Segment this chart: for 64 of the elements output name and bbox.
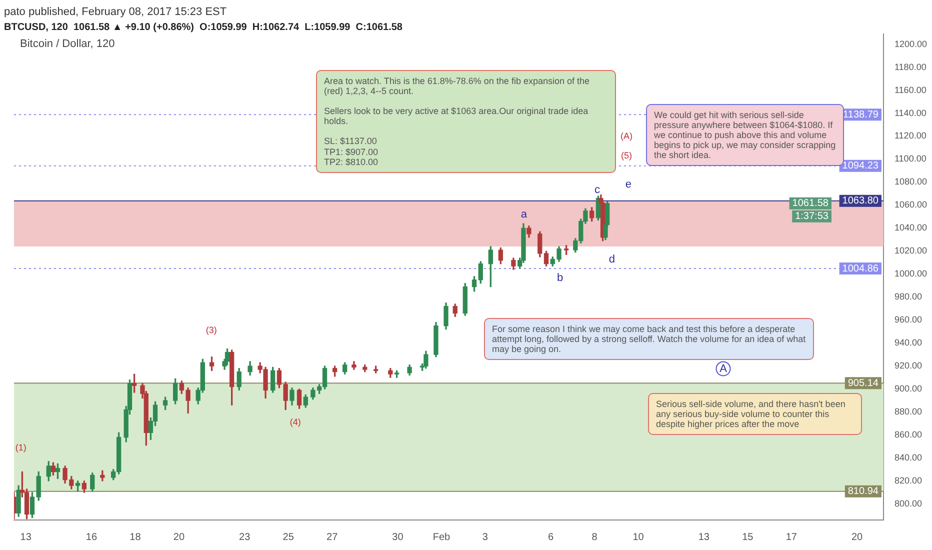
- x-tick-label: 30: [392, 532, 404, 543]
- note-box: Serious sell-side volume, and there hasn't been any serious buy-side volume to counter this despite higher prices after the move: [648, 393, 862, 436]
- x-tick-label: 16: [86, 532, 98, 543]
- y-tick-label: 1080.00: [894, 176, 928, 187]
- annotation: (3): [206, 325, 217, 336]
- y-tick-label: 920.00: [894, 360, 922, 371]
- x-tick-label: Feb: [432, 532, 450, 543]
- ref-line-label: 1004.86: [842, 263, 879, 274]
- y-tick-label: 860.00: [894, 429, 922, 440]
- ref-line-label: 1094.23: [842, 160, 879, 172]
- y-tick-label: 1140.00: [894, 108, 926, 118]
- chart-title: Bitcoin / Dollar, 120: [20, 38, 115, 50]
- y-tick-label: 1200.00: [894, 38, 928, 49]
- x-tick-label: 8: [592, 532, 598, 543]
- annotation: d: [608, 253, 615, 266]
- x-tick-label: 13: [20, 532, 32, 543]
- note-box: For some reason I think we may come back and test this before a desperate attempt long, followed by a strong selloff. Watch the volume for an idea of what may be going on.: [484, 318, 814, 360]
- annotation: A: [720, 362, 728, 375]
- annotation: a: [520, 208, 528, 221]
- y-tick-label: 820.00: [894, 475, 922, 486]
- x-tick-label: 25: [282, 532, 294, 543]
- y-tick-label: 1160.00: [894, 84, 926, 95]
- y-tick-label: 840.00: [894, 452, 922, 462]
- x-tick-label: 10: [632, 532, 644, 543]
- annotation: c: [594, 184, 600, 196]
- y-tick-label: 880.00: [894, 406, 922, 416]
- annotation: 1:37:53: [795, 211, 829, 222]
- x-tick-label: 17: [786, 532, 798, 543]
- y-tick-label: 1000.00: [894, 268, 928, 279]
- x-tick-label: 18: [130, 532, 142, 543]
- note-box: We could get hit with serious sell-side pressure anywhere between $1064-$1080. If we continue to push above this and volume begins to pick up, we may consider scrapping the short idea.: [646, 104, 844, 166]
- y-tick-label: 1120.00: [894, 130, 926, 141]
- annotation: (1): [15, 442, 26, 452]
- annotation: e: [625, 178, 632, 190]
- annotation: (A): [620, 130, 633, 141]
- y-tick-label: 960.00: [894, 314, 922, 325]
- y-tick-label: 1060.00: [894, 200, 928, 210]
- ref-line-label: 1138.79: [843, 109, 879, 120]
- x-tick-label: 23: [239, 532, 251, 543]
- note-box: Area to watch. This is the 61.8%-78.6% on the fib expansion of the (red) 1,2,3, 4--5 count. Sellers look to be very active at $1063 area.Our original trade idea holds. SL: $1137.00 TP1: $907.00 TP2: $810.00: [316, 70, 616, 173]
- annotation: (4): [290, 416, 301, 427]
- x-tick-label: 27: [326, 532, 338, 543]
- ref-line-label: 810.94: [848, 486, 879, 498]
- annotation: (5): [621, 150, 632, 160]
- x-tick-label: 3: [482, 532, 488, 543]
- x-tick-label: 20: [851, 532, 864, 543]
- y-tick-label: 1180.00: [894, 62, 926, 72]
- text: pato published, February 08, 2017 15:23 EST: [4, 6, 227, 18]
- ref-line-label: 905.14: [848, 378, 879, 389]
- x-tick-label: 6: [548, 532, 554, 543]
- y-tick-label: 980.00: [894, 292, 922, 302]
- text: BTCUSD, 120 1061.58 ▲ +9.10 (+0.86%) O:1059.99 H:1062.74 L:1059.99 C:1061.58: [4, 22, 403, 33]
- y-tick-label: 1100.00: [894, 154, 926, 164]
- y-tick-label: 1040.00: [894, 222, 928, 233]
- annotation: 1061.58: [792, 198, 829, 210]
- x-tick-label: 13: [698, 532, 710, 543]
- y-tick-label: 940.00: [894, 338, 922, 348]
- annotation: b: [557, 272, 564, 284]
- x-tick-label: 20: [173, 532, 185, 543]
- x-tick-label: 15: [742, 532, 754, 543]
- ref-line-label: 1063.80: [842, 196, 879, 207]
- y-tick-label: 800.00: [894, 498, 922, 508]
- y-tick-label: 900.00: [894, 384, 922, 394]
- y-tick-label: 1020.00: [894, 246, 928, 256]
